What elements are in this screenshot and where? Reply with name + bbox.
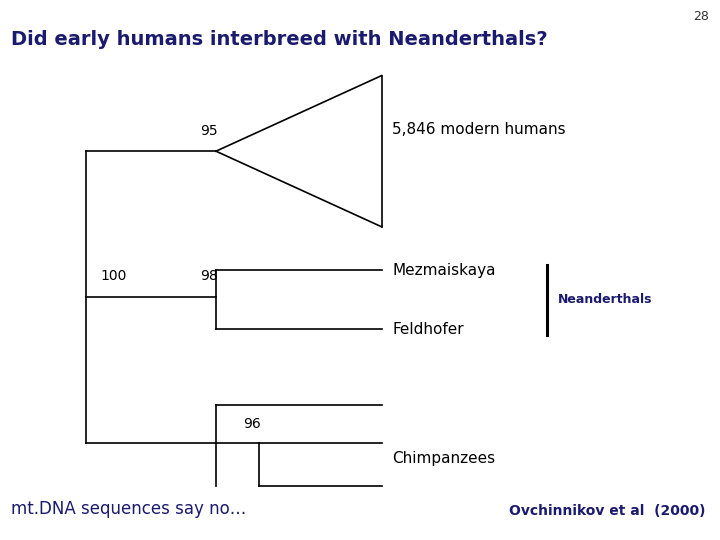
Text: 98: 98 xyxy=(200,269,217,284)
Text: Feldhofer: Feldhofer xyxy=(392,322,464,337)
Text: 95: 95 xyxy=(200,124,217,138)
Text: Ovchinnikov et al  (2000): Ovchinnikov et al (2000) xyxy=(509,504,706,518)
Text: Neanderthals: Neanderthals xyxy=(558,293,652,306)
Text: 28: 28 xyxy=(693,10,709,23)
Text: 5,846 modern humans: 5,846 modern humans xyxy=(392,122,566,137)
Text: Did early humans interbreed with Neanderthals?: Did early humans interbreed with Neander… xyxy=(11,30,547,49)
Text: 100: 100 xyxy=(101,269,127,284)
Text: 96: 96 xyxy=(243,417,261,431)
Text: mt.DNA sequences say no…: mt.DNA sequences say no… xyxy=(11,501,246,518)
Text: Chimpanzees: Chimpanzees xyxy=(392,451,495,467)
Text: Mezmaiskaya: Mezmaiskaya xyxy=(392,262,496,278)
